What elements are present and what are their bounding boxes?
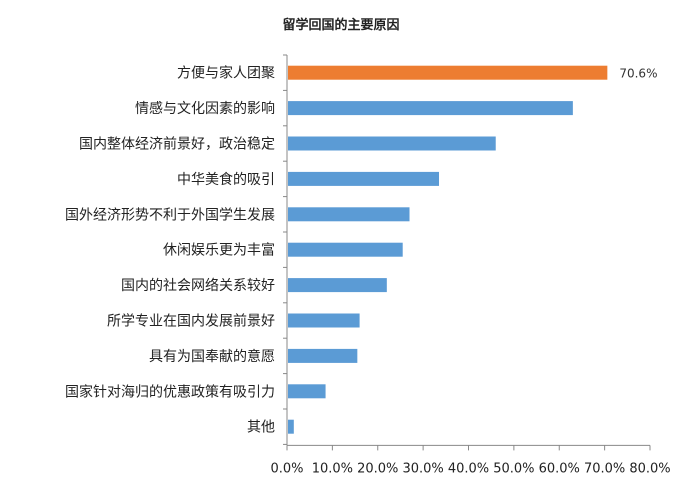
bar [288,101,573,116]
x-tick-label: 40.0% [448,461,489,476]
chart-title: 留学回国的主要原因 [282,18,400,33]
category-label: 其他 [247,420,275,436]
x-tick-label: 60.0% [539,461,580,476]
bar [288,384,326,399]
data-label: 70.6% [619,67,657,81]
category-label: 具有为国奉献的意愿 [149,348,275,365]
x-tick-label: 80.0% [629,461,670,476]
x-tick-label: 30.0% [402,461,443,476]
category-label: 国外经济形势不利于外国学生发展 [65,207,275,223]
bar [288,313,360,328]
category-label: 所学专业在国内发展前景好 [107,313,275,330]
category-labels: 方便与家人团聚情感与文化因素的影响国内整体经济前景好，政治稳定中华美食的吸引国外… [65,65,657,436]
bar [288,348,358,363]
axes [283,54,651,451]
bar [288,65,608,80]
x-tick-label: 50.0% [493,461,534,476]
bar [288,207,410,222]
bar [288,419,294,434]
x-tick-label: 20.0% [357,461,398,476]
category-label: 国内整体经济前景好，政治稳定 [79,136,275,153]
x-tick-labels: 0.0% 10.0% 20.0% 30.0% 40.0% 50.0% 60.0% 70.0% 8… [270,461,670,476]
category-label: 方便与家人团聚 [177,65,275,82]
bars [288,65,608,434]
category-label: 国家针对海归的优惠政策有吸引力 [65,383,275,400]
bar [288,278,387,293]
bar [288,242,403,257]
category-label: 休闲娱乐更为丰富 [163,242,275,259]
x-tick-label: 0.0% [270,461,303,476]
x-tick-label: 70.0% [584,461,625,476]
category-label: 国内的社会网络关系较好 [121,278,275,294]
bar [288,171,440,186]
x-tick-label: 10.0% [312,461,353,476]
category-label: 情感与文化因素的影响 [135,100,275,117]
bar [288,136,496,151]
category-label: 中华美食的吸引 [177,171,275,188]
